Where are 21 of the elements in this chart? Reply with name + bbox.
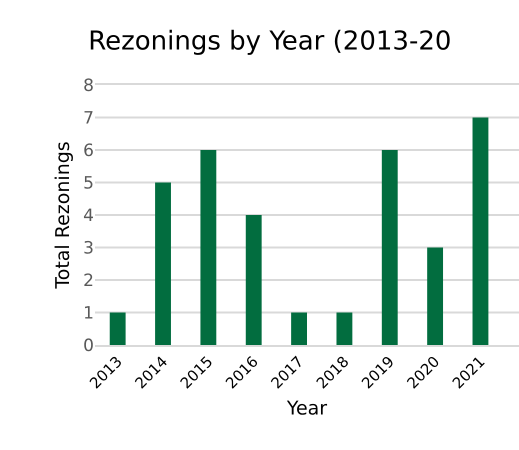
x-axis-title: Year bbox=[286, 398, 328, 420]
y-tick-label: 3 bbox=[83, 238, 94, 258]
bar bbox=[246, 215, 262, 345]
y-tick-label: 0 bbox=[83, 336, 94, 356]
bar bbox=[200, 150, 216, 345]
y-tick-label: 7 bbox=[83, 108, 94, 128]
y-tick-label: 8 bbox=[83, 76, 94, 96]
y-tick-label: 6 bbox=[83, 140, 94, 161]
bar bbox=[472, 118, 488, 345]
y-axis-title: Total Rezonings bbox=[52, 141, 74, 290]
bar bbox=[382, 150, 398, 345]
bar bbox=[291, 312, 307, 345]
bar bbox=[155, 182, 171, 345]
y-tick-label: 4 bbox=[83, 206, 94, 226]
chart-title: Rezonings by Year (2013-20 bbox=[88, 26, 452, 57]
bar bbox=[427, 248, 444, 345]
bar bbox=[336, 312, 352, 345]
y-tick-label: 2 bbox=[83, 270, 94, 291]
y-tick-label: 5 bbox=[83, 173, 94, 194]
y-tick-label: 1 bbox=[83, 303, 94, 324]
bar bbox=[110, 312, 126, 345]
